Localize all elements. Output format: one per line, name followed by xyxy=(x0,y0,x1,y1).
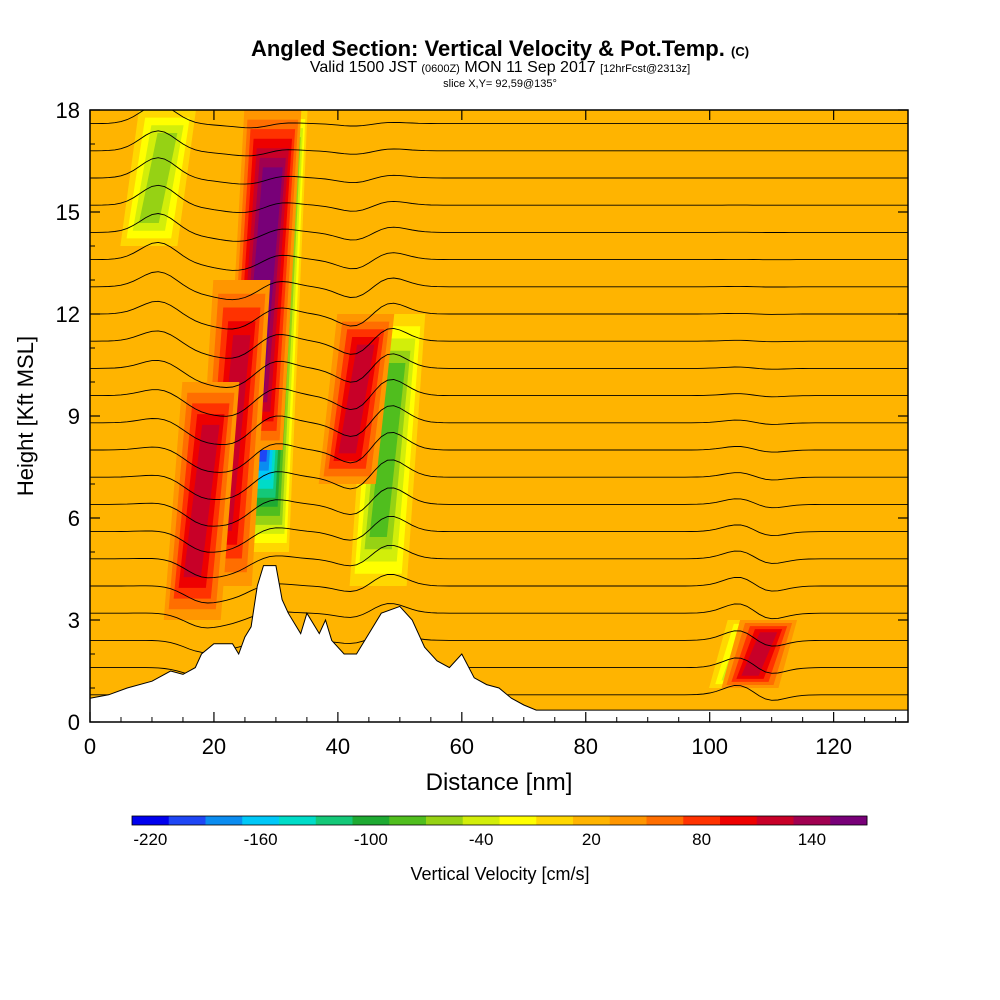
theta-contour xyxy=(90,379,908,417)
theta-contour xyxy=(90,405,908,445)
x-tick-label: 60 xyxy=(450,734,474,759)
theta-contour xyxy=(90,241,908,271)
colorbar-frame xyxy=(131,815,868,826)
theta-contour xyxy=(90,184,908,214)
colorbar-swatch xyxy=(389,816,427,825)
x-tick-label: 40 xyxy=(326,734,350,759)
forecast-tag: [12hrFcst@2313z] xyxy=(600,63,691,75)
theta-contour xyxy=(90,213,908,242)
y-tick-label: 9 xyxy=(68,404,80,429)
updraft-3 xyxy=(163,382,240,620)
colorbar-swatch xyxy=(793,816,831,825)
colorbar-tick-label: -40 xyxy=(469,830,494,849)
colorbar-swatch xyxy=(279,816,317,825)
x-axis-label: Distance [nm] xyxy=(426,769,573,796)
colorbar-tick-label: -220 xyxy=(133,830,167,849)
colorbar-swatch xyxy=(315,816,353,825)
colorbar-swatch xyxy=(573,816,611,825)
field-level xyxy=(183,424,220,578)
x-tick-label: 20 xyxy=(202,734,226,759)
terrain-profile xyxy=(90,565,908,722)
theta-contour xyxy=(90,353,908,388)
field-level xyxy=(138,132,178,224)
x-tick-label: 80 xyxy=(574,734,598,759)
colorbar-tick-label: -160 xyxy=(244,830,278,849)
colorbar-swatch xyxy=(830,816,868,825)
title-main: Angled Section: Vertical Velocity & Pot.… xyxy=(250,36,725,61)
colorbar: -220 -160 -100 -40 20 80 140 xyxy=(131,815,868,849)
theta-contour xyxy=(90,487,908,527)
colorbar-swatch xyxy=(462,816,500,825)
valid-utc: (0600Z) xyxy=(421,63,460,75)
colorbar-swatch xyxy=(720,816,758,825)
x-tick-label: 0 xyxy=(84,734,96,759)
theta-contour xyxy=(90,327,908,359)
colorbar-tick-label: 20 xyxy=(582,830,601,849)
colorbar-swatch xyxy=(646,816,684,825)
colorbar-swatch xyxy=(205,816,243,825)
theta-contour xyxy=(90,544,908,579)
colorbar-swatch xyxy=(426,816,464,825)
colorbar-swatch xyxy=(499,816,537,825)
theta-contour xyxy=(90,130,908,157)
colorbar-swatch xyxy=(132,816,170,825)
field-level xyxy=(741,632,778,676)
colorbar-swatch xyxy=(683,816,721,825)
y-tick-label: 12 xyxy=(56,302,80,327)
terrain xyxy=(90,565,908,722)
updraft-8 xyxy=(721,620,798,688)
field-level xyxy=(338,344,375,454)
downdraft-4 xyxy=(120,110,196,246)
theta-contour xyxy=(90,157,908,185)
y-tick-label: 3 xyxy=(68,608,80,633)
colorbar-swatch xyxy=(168,816,206,825)
colorbar-swatch xyxy=(536,816,574,825)
x-tick-label: 100 xyxy=(691,734,728,759)
y-tick-label: 0 xyxy=(68,710,80,735)
valid-date: MON 11 Sep 2017 xyxy=(464,59,596,76)
colorbar-tick-label: 80 xyxy=(692,830,711,849)
y-axis-label: Height [Kft MSL] xyxy=(13,336,38,496)
colorbar-tick-label: 140 xyxy=(798,830,826,849)
theta-contour xyxy=(90,271,908,301)
velocity-field xyxy=(90,110,908,722)
x-tick-label: 120 xyxy=(815,734,852,759)
theta-contour xyxy=(90,110,908,129)
y-tick-label: 15 xyxy=(56,200,80,225)
chart-title: Angled Section: Vertical Velocity & Pot.… xyxy=(0,36,1000,62)
colorbar-swatch xyxy=(609,816,647,825)
theta-contour xyxy=(90,574,908,604)
theta-contour xyxy=(90,459,908,500)
valid-time: Valid 1500 JST xyxy=(309,59,417,76)
colorbar-tick-label: -100 xyxy=(354,830,388,849)
title-tag: (C) xyxy=(731,44,750,59)
colorbar-swatch xyxy=(756,816,794,825)
slice-info: slice X,Y= 92,59@135° xyxy=(443,78,557,90)
axes: 0 20 40 60 80 100 120 0 3 6 9 12 15 18 xyxy=(56,98,908,759)
y-tick-label: 18 xyxy=(56,98,80,123)
theta-contour xyxy=(90,432,908,473)
chart-subtitle: Valid 1500 JST (0600Z) MON 11 Sep 2017 [… xyxy=(0,60,1000,77)
theta-contour xyxy=(90,515,908,553)
theta-contour xyxy=(90,300,908,330)
y-tick-label: 6 xyxy=(68,506,80,531)
colorbar-label: Vertical Velocity [cm/s] xyxy=(410,864,589,884)
colorbar-swatch xyxy=(242,816,280,825)
colorbar-swatch xyxy=(352,816,390,825)
theta-contour xyxy=(90,603,908,629)
